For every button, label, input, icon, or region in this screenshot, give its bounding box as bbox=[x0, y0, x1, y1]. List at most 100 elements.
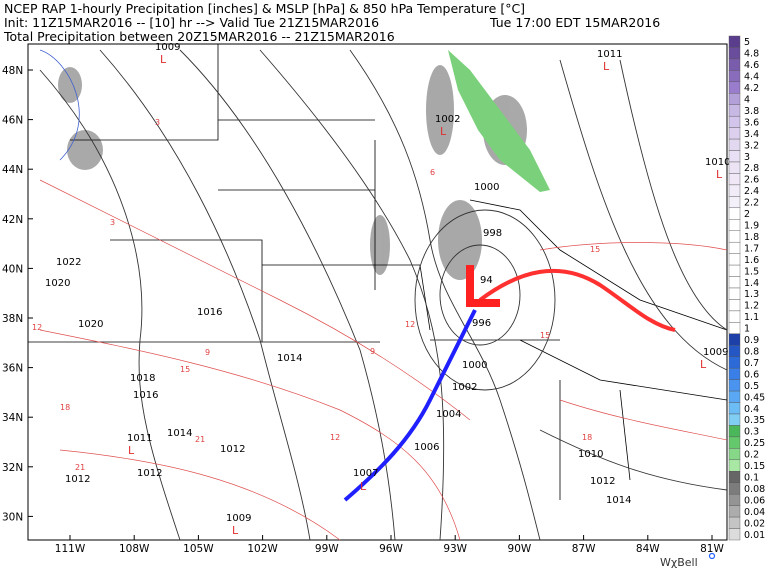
colorbar-label: 0.35 bbox=[744, 415, 765, 426]
pressure-label: 1002 bbox=[435, 114, 460, 125]
colorbar-label: 0.8 bbox=[744, 347, 759, 358]
latitude-label: 30N bbox=[2, 511, 23, 523]
colorbar-label: 1.3 bbox=[744, 289, 759, 300]
colorbar-label: 2 bbox=[744, 209, 750, 220]
colorbar-label: 0.5 bbox=[744, 381, 759, 392]
colorbar-swatch bbox=[728, 379, 741, 392]
svg-text:L: L bbox=[128, 444, 135, 457]
colorbar-swatch bbox=[728, 322, 741, 335]
colorbar-label: 0.45 bbox=[744, 392, 765, 403]
pressure-label: 1000 bbox=[474, 182, 499, 193]
pressure-label: 1004 bbox=[436, 409, 461, 420]
colorbar-swatch bbox=[728, 493, 741, 506]
colorbar-swatch bbox=[728, 219, 741, 231]
pressure-label: 1002 bbox=[452, 382, 477, 393]
colorbar-label: 3 bbox=[744, 152, 750, 163]
temperature-label: 3 bbox=[155, 118, 160, 127]
colorbar-swatch bbox=[728, 173, 741, 186]
colorbar-label: 0.01 bbox=[744, 530, 765, 541]
colorbar-label: 4.2 bbox=[744, 83, 759, 94]
pressure-label: 1018 bbox=[130, 373, 155, 384]
temperature-label: 12 bbox=[32, 323, 42, 332]
colorbar-label: 0.15 bbox=[744, 461, 765, 472]
colorbar-swatch bbox=[728, 505, 741, 518]
colorbar-swatch bbox=[728, 482, 741, 495]
title: NCEP RAP 1-hourly Precipitation [inches]… bbox=[4, 1, 525, 16]
colorbar-label: 0.1 bbox=[744, 473, 759, 484]
local-time: Tue 17:00 EDT 15MAR2016 bbox=[489, 15, 660, 30]
pressure-label: 1009 bbox=[155, 42, 180, 53]
colorbar-swatch bbox=[728, 127, 741, 140]
colorbar-label: 3.6 bbox=[744, 117, 759, 128]
latitude-label: 42N bbox=[2, 214, 23, 226]
precip-green bbox=[448, 50, 550, 192]
colorbar-label: 0.02 bbox=[744, 518, 765, 529]
colorbar-swatch bbox=[728, 413, 741, 426]
map-area: 1009 1011 1002 1010 1000 998 94 996 1000… bbox=[27, 42, 730, 541]
colorbar-label: 3.2 bbox=[744, 140, 759, 151]
latitude-label: 38N bbox=[2, 313, 23, 325]
temperature-label: 21 bbox=[75, 463, 85, 472]
longitude-label: 87W bbox=[572, 543, 596, 555]
temperature-label: 15 bbox=[590, 245, 600, 254]
colorbar-swatch bbox=[728, 35, 741, 48]
longitude-axis: 111W 108W 105W 102W 99W 96W 93W 90W 87W 84W 81W bbox=[55, 535, 724, 555]
temperature-label: 6 bbox=[430, 168, 435, 177]
colorbar-swatch bbox=[728, 528, 741, 541]
colorbar-swatch bbox=[728, 448, 741, 461]
pressure-label: 1012 bbox=[137, 468, 162, 479]
pressure-label: 1000 bbox=[462, 360, 487, 371]
pressure-label: 1012 bbox=[590, 476, 615, 487]
colorbar: 54.84.64.44.243.83.63.43.232.82.62.42.22… bbox=[728, 35, 765, 541]
colorbar-swatch bbox=[728, 81, 741, 94]
colorbar-swatch bbox=[728, 356, 741, 369]
pressure-label: 1014 bbox=[167, 428, 192, 439]
colorbar-label: 3.4 bbox=[744, 129, 759, 140]
colorbar-swatch bbox=[728, 70, 741, 83]
colorbar-swatch bbox=[728, 104, 741, 117]
pressure-label: 1012 bbox=[220, 444, 245, 455]
temperature-label: 15 bbox=[540, 331, 550, 340]
latitude-label: 34N bbox=[2, 412, 23, 424]
colorbar-swatch bbox=[728, 436, 741, 449]
colorbar-swatch bbox=[728, 310, 741, 323]
isotherm-cold bbox=[39, 49, 80, 161]
isobars bbox=[39, 49, 728, 541]
colorbar-label: 1.4 bbox=[744, 278, 759, 289]
colorbar-swatch bbox=[728, 138, 741, 151]
latitude-label: 40N bbox=[2, 263, 23, 275]
logo-dot bbox=[708, 552, 716, 560]
colorbar-swatch bbox=[728, 230, 741, 243]
pressure-label: 1010 bbox=[578, 449, 603, 460]
low-center bbox=[466, 265, 500, 307]
pressure-label: 1022 bbox=[56, 257, 81, 268]
colorbar-label: 1.2 bbox=[744, 301, 759, 312]
colorbar-label: 5 bbox=[744, 37, 750, 48]
longitude-label: 111W bbox=[55, 543, 86, 555]
colorbar-swatch bbox=[728, 207, 741, 220]
colorbar-swatch bbox=[728, 253, 741, 266]
colorbar-swatch bbox=[728, 115, 741, 128]
colorbar-label: 1 bbox=[744, 324, 750, 335]
colorbar-label: 3.8 bbox=[744, 106, 759, 117]
svg-text:L: L bbox=[603, 60, 610, 73]
longitude-label: 81W bbox=[700, 543, 724, 555]
colorbar-label: 1.7 bbox=[744, 243, 759, 254]
latitude-axis: 48N 46N 44N 42N 40N 38N 36N 34N 32N 30N bbox=[2, 65, 33, 523]
pressure-label: 94 bbox=[480, 275, 493, 286]
cold-front bbox=[343, 309, 477, 502]
pressure-label: 1006 bbox=[414, 442, 439, 453]
latitude-label: 46N bbox=[2, 115, 23, 127]
colorbar-swatch bbox=[728, 150, 741, 163]
latitude-label: 48N bbox=[2, 65, 23, 77]
colorbar-label: 2.2 bbox=[744, 198, 759, 209]
colorbar-label: 1.8 bbox=[744, 232, 759, 243]
colorbar-swatch bbox=[728, 367, 741, 380]
longitude-label: 105W bbox=[183, 543, 214, 555]
pressure-label: 1020 bbox=[45, 278, 70, 289]
colorbar-label: 0.25 bbox=[744, 438, 765, 449]
temperature-label: 18 bbox=[60, 403, 70, 412]
subtitle: Total Precipitation between 20Z15MAR2016… bbox=[3, 29, 395, 44]
colorbar-swatch bbox=[728, 58, 741, 71]
